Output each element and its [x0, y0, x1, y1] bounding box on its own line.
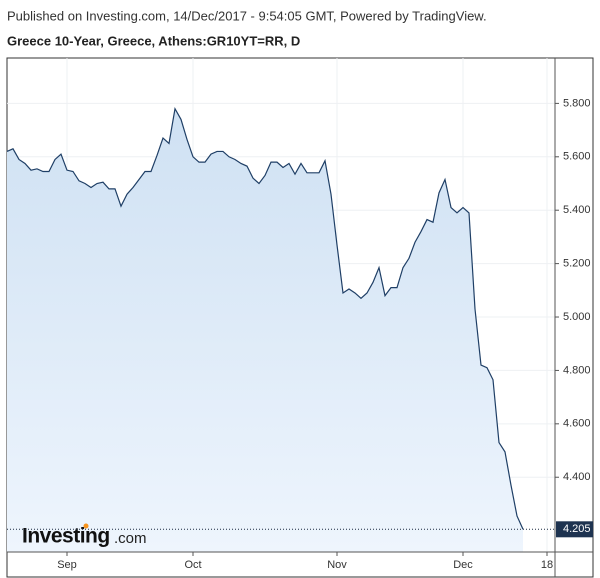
- y-tick-label: 5.400: [563, 204, 591, 216]
- y-tick-label: 4.400: [563, 471, 591, 483]
- y-tick-label: 5.200: [563, 258, 591, 270]
- line: [6, 106, 524, 530]
- last-value-box: [556, 521, 593, 538]
- logo-dot: [83, 523, 89, 529]
- x-tick-label: Oct: [184, 559, 201, 571]
- x-tick-label: Nov: [327, 559, 347, 571]
- area: [7, 108, 523, 552]
- plot-area: [6, 58, 555, 552]
- last-value-label: 4.205: [563, 523, 591, 535]
- symbol-title: Greece 10-Year, Greece, Athens:GR10YT=RR…: [7, 33, 300, 48]
- y-tick-label: 5.000: [563, 311, 591, 323]
- x-tick-label: 18: [541, 559, 553, 571]
- y-tick-label: 4.600: [563, 418, 591, 430]
- logo-brand: Investing: [22, 525, 110, 548]
- x-tick-label: Sep: [57, 559, 77, 571]
- y-tick-label: 5.600: [563, 151, 591, 163]
- logo-suffix: .com: [114, 530, 147, 547]
- y-tick-label: 5.800: [563, 97, 591, 109]
- y-tick-label: 4.800: [563, 364, 591, 376]
- published-note: Published on Investing.com, 14/Dec/2017 …: [7, 8, 487, 23]
- x-tick-label: Dec: [453, 559, 473, 571]
